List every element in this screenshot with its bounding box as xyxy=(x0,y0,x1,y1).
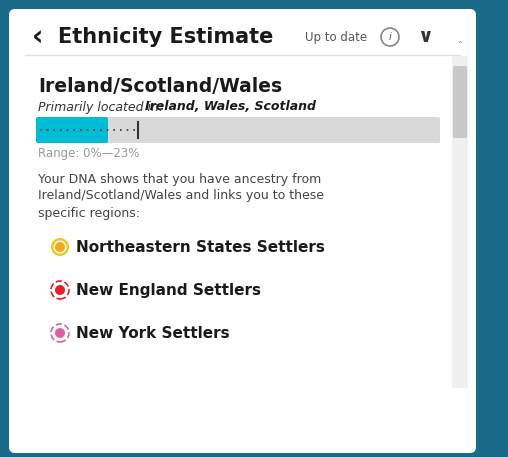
Text: Ireland/Scotland/Wales: Ireland/Scotland/Wales xyxy=(38,78,282,96)
Circle shape xyxy=(55,285,65,295)
Circle shape xyxy=(53,240,67,254)
Text: ˆ: ˆ xyxy=(458,42,462,52)
FancyBboxPatch shape xyxy=(9,9,476,453)
Circle shape xyxy=(381,28,399,46)
Text: Ireland/Scotland/Wales and links you to these: Ireland/Scotland/Wales and links you to … xyxy=(38,190,324,202)
Circle shape xyxy=(51,324,69,342)
Circle shape xyxy=(55,242,65,252)
FancyBboxPatch shape xyxy=(453,66,467,138)
Circle shape xyxy=(51,281,69,299)
FancyBboxPatch shape xyxy=(36,117,108,143)
Text: Northeastern States Settlers: Northeastern States Settlers xyxy=(76,239,325,255)
Text: Up to date: Up to date xyxy=(305,31,367,43)
Text: ∨: ∨ xyxy=(417,27,433,47)
Text: Range: 0%—23%: Range: 0%—23% xyxy=(38,147,139,159)
Text: Ethnicity Estimate: Ethnicity Estimate xyxy=(58,27,273,47)
Text: Your DNA shows that you have ancestry from: Your DNA shows that you have ancestry fr… xyxy=(38,172,321,186)
Text: New York Settlers: New York Settlers xyxy=(76,325,230,340)
Text: New England Settlers: New England Settlers xyxy=(76,282,261,298)
Text: Ireland, Wales, Scotland: Ireland, Wales, Scotland xyxy=(145,101,316,113)
Text: Primarily located in:: Primarily located in: xyxy=(38,101,167,113)
Text: specific regions:: specific regions: xyxy=(38,207,140,219)
FancyBboxPatch shape xyxy=(36,117,440,143)
Text: i: i xyxy=(389,32,392,42)
Circle shape xyxy=(51,238,69,256)
Circle shape xyxy=(55,328,65,338)
FancyBboxPatch shape xyxy=(452,56,468,388)
Text: ‹: ‹ xyxy=(33,23,44,51)
